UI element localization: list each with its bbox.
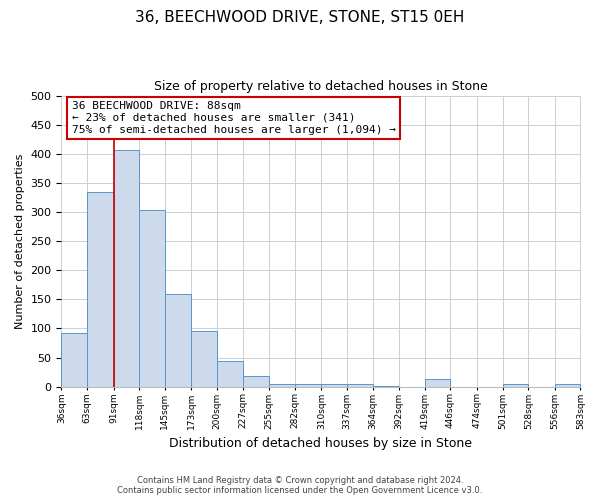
Title: Size of property relative to detached houses in Stone: Size of property relative to detached ho… (154, 80, 488, 93)
Y-axis label: Number of detached properties: Number of detached properties (15, 154, 25, 329)
Bar (113, 150, 139, 386)
Bar (165, 294, 191, 386)
Bar (242, 376, 269, 386)
Bar (555, 384, 580, 386)
Bar (191, 332, 217, 386)
Bar (217, 361, 242, 386)
Text: 36 BEECHWOOD DRIVE: 88sqm
← 23% of detached houses are smaller (341)
75% of semi: 36 BEECHWOOD DRIVE: 88sqm ← 23% of detac… (72, 102, 396, 134)
Bar (503, 384, 529, 386)
Bar (269, 384, 295, 386)
Text: 36, BEECHWOOD DRIVE, STONE, ST15 0EH: 36, BEECHWOOD DRIVE, STONE, ST15 0EH (136, 10, 464, 25)
Text: Contains HM Land Registry data © Crown copyright and database right 2024.
Contai: Contains HM Land Registry data © Crown c… (118, 476, 482, 495)
Bar (87, 192, 113, 386)
Bar (322, 384, 347, 386)
Bar (347, 384, 373, 386)
Bar (295, 384, 322, 386)
Bar (139, 210, 165, 386)
X-axis label: Distribution of detached houses by size in Stone: Distribution of detached houses by size … (169, 437, 472, 450)
Bar (425, 379, 451, 386)
Bar (61, 332, 87, 386)
